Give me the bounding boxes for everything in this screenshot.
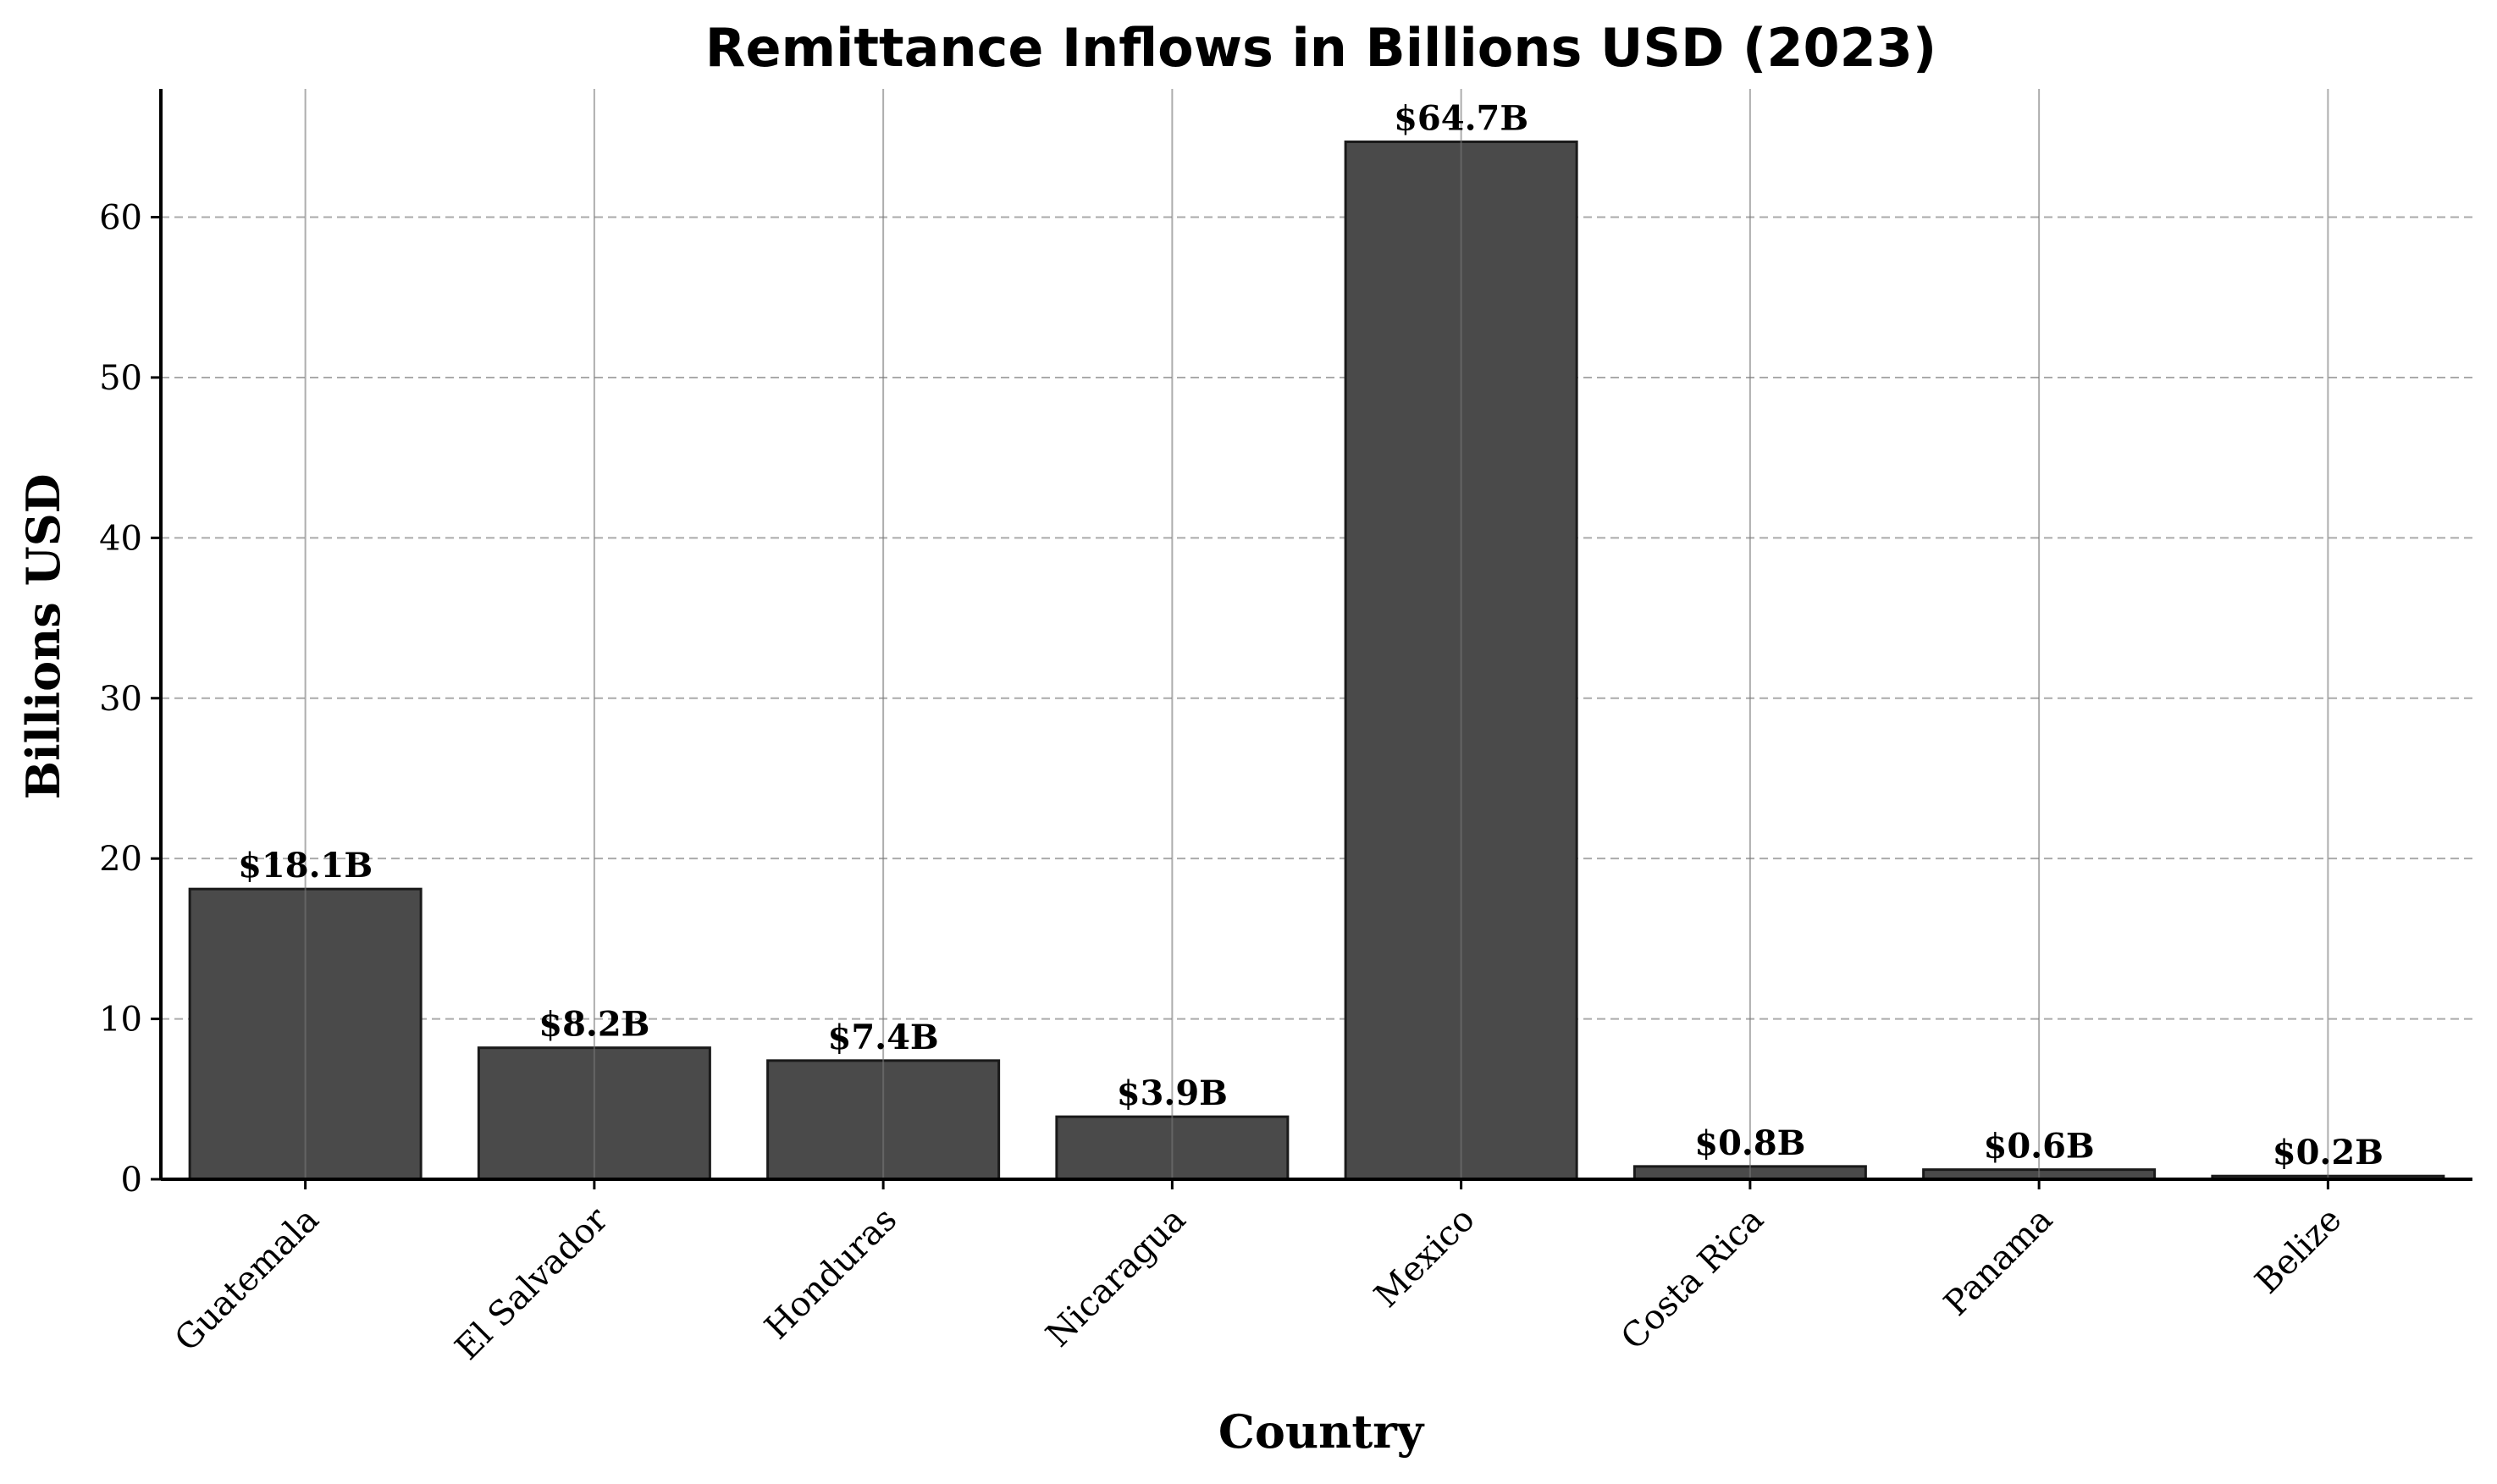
bar-value-label: $7.4B xyxy=(828,1018,939,1057)
bar-value-label: $0.6B xyxy=(1984,1127,2095,1167)
value-labels: $18.1B $8.2B $7.4B $3.9B $64.7B $0.8B $0.6B $0.… xyxy=(238,99,2384,1173)
bar-value-label: $0.2B xyxy=(2273,1133,2384,1172)
y-ticks: 0 10 20 30 40 50 60 xyxy=(99,199,161,1200)
x-tick-label: Honduras xyxy=(758,1200,905,1348)
y-tick-label: 20 xyxy=(99,840,142,879)
y-tick-label: 30 xyxy=(99,680,142,719)
x-tick-label: Panama xyxy=(1936,1200,2060,1324)
x-tick-label: Guatemala xyxy=(168,1200,327,1360)
x-tick-label: Mexico xyxy=(1367,1200,1483,1316)
chart-title: Remittance Inflows in Billions USD (2023… xyxy=(705,17,1937,79)
x-ticks: Guatemala El Salvador Honduras Nicaragua Mex… xyxy=(168,1179,2350,1368)
x-tick-label: Nicaragua xyxy=(1039,1200,1194,1355)
y-axis-label: Billions USD xyxy=(16,473,70,799)
bar-value-label: $8.2B xyxy=(539,1005,649,1045)
y-tick-label: 0 xyxy=(121,1161,142,1200)
bar-value-label: $3.9B xyxy=(1117,1073,1228,1113)
y-tick-label: 60 xyxy=(99,199,142,238)
x-tick-label: Costa Rica xyxy=(1614,1200,1771,1358)
grid xyxy=(161,216,2472,1020)
y-tick-label: 50 xyxy=(99,359,142,398)
axes xyxy=(159,89,2472,1181)
bar-value-label: $0.8B xyxy=(1694,1123,1805,1163)
bars xyxy=(188,89,2445,1181)
x-tick-label: Belize xyxy=(2248,1200,2350,1302)
x-tick-label: El Salvador xyxy=(448,1200,616,1368)
bar-value-label: $18.1B xyxy=(238,846,373,885)
y-tick-label: 40 xyxy=(99,519,142,558)
x-axis-label: Country xyxy=(1218,1404,1425,1459)
y-tick-label: 10 xyxy=(99,1001,142,1040)
bar-value-label: $64.7B xyxy=(1394,99,1528,139)
